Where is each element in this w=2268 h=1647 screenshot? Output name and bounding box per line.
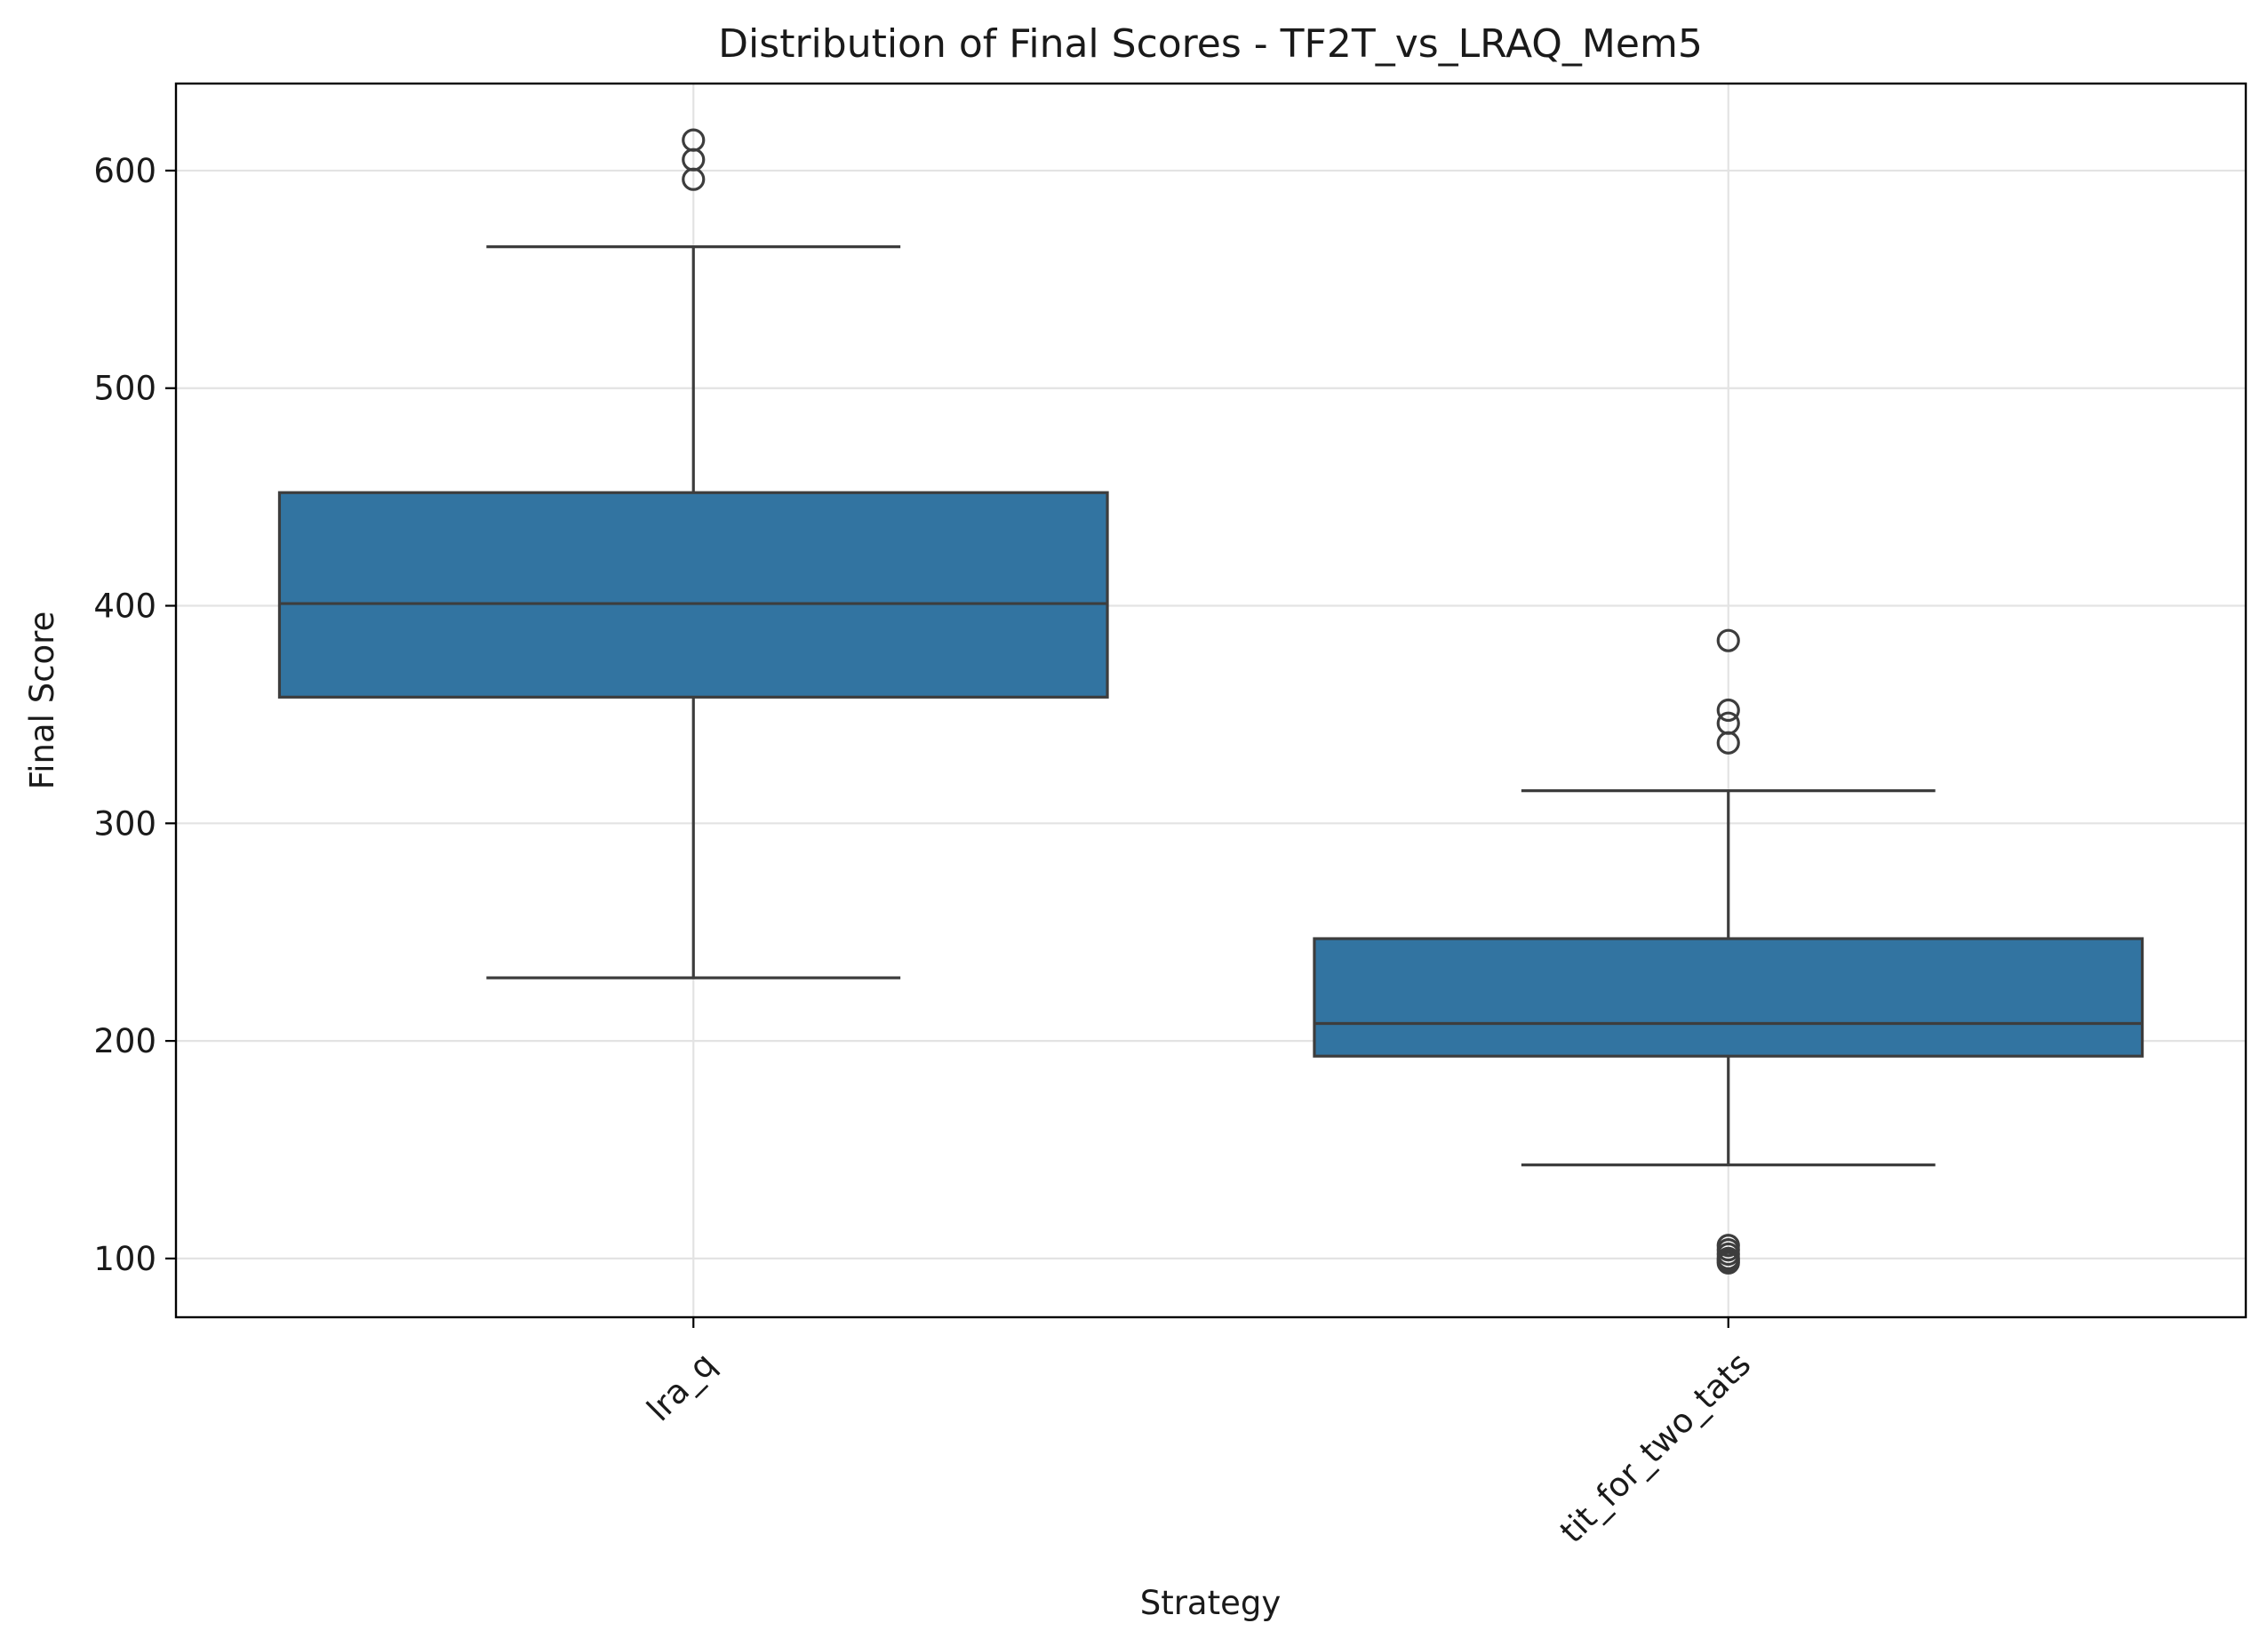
chart-title: Distribution of Final Scores - TF2T_vs_L…	[718, 21, 1703, 67]
iqr-box	[277, 491, 1109, 699]
y-tick-label: 400	[93, 588, 156, 626]
y-axis-label: Final Score	[23, 612, 61, 790]
outlier-point	[1716, 731, 1740, 755]
y-tick-label: 500	[93, 370, 156, 408]
outlier-point	[1716, 698, 1740, 723]
x-axis-label: Strategy	[1140, 1584, 1282, 1622]
box-group	[1313, 628, 2144, 1275]
y-tick-label: 600	[93, 152, 156, 190]
iqr-box	[1313, 937, 2144, 1058]
outlier-point	[1716, 628, 1740, 652]
plot-frame	[174, 82, 2248, 1319]
y-tick-label: 100	[93, 1240, 156, 1278]
box-group	[277, 128, 1109, 979]
y-tick-label: 300	[93, 804, 156, 843]
outlier-point	[682, 128, 706, 152]
boxes	[277, 128, 2144, 1275]
outlier-point	[1716, 1251, 1740, 1275]
y-tick-label: 200	[93, 1022, 156, 1060]
